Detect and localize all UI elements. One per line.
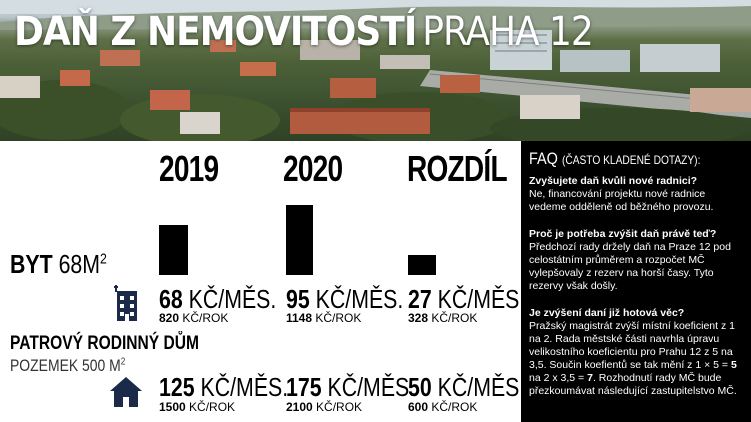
value-number: 328 [408,311,429,325]
value-number: 125 [159,372,195,402]
faq-question: Zvyšujete daň kvůli nové radnici? [529,175,698,187]
answer-bold: 5 [730,359,737,371]
page-title: DAŇ Z NEMOVITOSTÍ PRAHA 12 [14,9,594,55]
value-number: 95 [286,284,310,314]
value-unit: KČ/ROK [431,311,478,325]
value-unit: KČ/ROK [189,400,236,414]
house-icon [110,377,142,407]
column-header-2020: 2020 [283,148,343,189]
faq-subtitle: (ČASTO KLADENÉ DOTAZY): [561,153,701,167]
bar-2020 [286,205,313,275]
value-number: 2100 [286,400,313,414]
apartment-label-sup: 2 [100,250,107,268]
row-label-apartment: BYT 68M2 [10,249,107,280]
faq-title: FAQ (ČASTO KLADENÉ DOTAZY): [529,149,711,169]
value-number: 27 [408,284,432,314]
value-unit: KČ/MĚS. [188,284,277,314]
value-unit: KČ/ROK [182,311,229,325]
column-header-2019: 2019 [159,148,219,189]
value-number: 1148 [286,311,313,325]
title-bold: DAŇ Z NEMOVITOSTÍ [14,9,417,55]
city-panorama-drawing [0,0,751,141]
answer-bold: 7 [587,372,593,384]
apartment-2019-yearly: 820 KČ/ROK [159,311,228,325]
faq-question: Proč je potřeba zvýšit daň právě teď? [529,228,717,240]
apartment-2020-yearly: 1148 KČ/ROK [286,311,361,325]
value-unit: KČ/MĚS. [315,284,404,314]
value-number: 600 [408,400,429,414]
value-unit: KČ/MĚS. [327,372,416,402]
value-unit: KČ/MĚS. [437,284,526,314]
plot-label-sup: 2 [120,356,126,368]
faq-panel: FAQ (ČASTO KLADENÉ DOTAZY): Zvyšujete da… [521,141,751,422]
answer-text: Pražský magistrát zvýší místní koeficien… [529,320,735,371]
value-unit: KČ/MĚS. [200,372,289,402]
apartment-difference-monthly: 27 KČ/MĚS. [408,285,525,313]
column-header-difference: ROZDÍL [407,148,508,189]
value-number: 175 [286,372,322,402]
faq-question: Je zvýšení daní již hotová věc? [529,307,685,319]
value-number: 50 [408,372,432,402]
house-2019-yearly: 1500 KČ/ROK [159,400,235,414]
apartment-difference-yearly: 328 KČ/ROK [408,311,477,325]
house-2020-monthly: 175 KČ/MĚS. [286,373,415,401]
bar-2019 [159,225,188,275]
house-difference-yearly: 600 KČ/ROK [408,400,477,414]
apartment-label-bold: BYT [10,249,53,279]
answer-text: . Rozhodnutí rady MČ bude přezkoumávat n… [529,372,737,397]
house-difference-monthly: 50 KČ/MĚS. [408,373,525,401]
apartment-building-icon [114,285,137,321]
faq-answer: Předchozí rady držely daň na Praze 12 po… [529,241,731,292]
apartment-label-size: 68M [58,249,101,279]
house-2020-yearly: 2100 KČ/ROK [286,400,362,414]
apartment-2020-monthly: 95 KČ/MĚS. [286,285,403,313]
faq-answer: Pražský magistrát zvýší místní koeficien… [529,320,743,398]
faq-title-text: FAQ [529,149,558,168]
value-unit: KČ/ROK [315,311,362,325]
house-2019-monthly: 125 KČ/MĚS. [159,373,288,401]
answer-text: na 2 x 3,5 = [529,372,585,384]
value-unit: KČ/ROK [431,400,478,414]
value-number: 820 [159,311,180,325]
title-light: PRAHA 12 [422,9,594,55]
plot-label-text: POZEMEK 500 M [10,356,121,375]
row-label-house: PATROVÝ RODINNÝ DŮM [10,333,199,354]
value-unit: KČ/MĚS. [437,372,526,402]
apartment-2019-monthly: 68 KČ/MĚS. [159,285,276,313]
row-label-plot: POZEMEK 500 M2 [10,356,125,376]
faq-answer: Ne, financování projektu nové radnice ve… [529,188,714,213]
value-number: 1500 [159,400,186,414]
value-unit: KČ/ROK [316,400,363,414]
city-panorama-photo: DAŇ Z NEMOVITOSTÍ PRAHA 12 [0,0,751,141]
value-number: 68 [159,284,183,314]
bar-difference [408,255,436,275]
